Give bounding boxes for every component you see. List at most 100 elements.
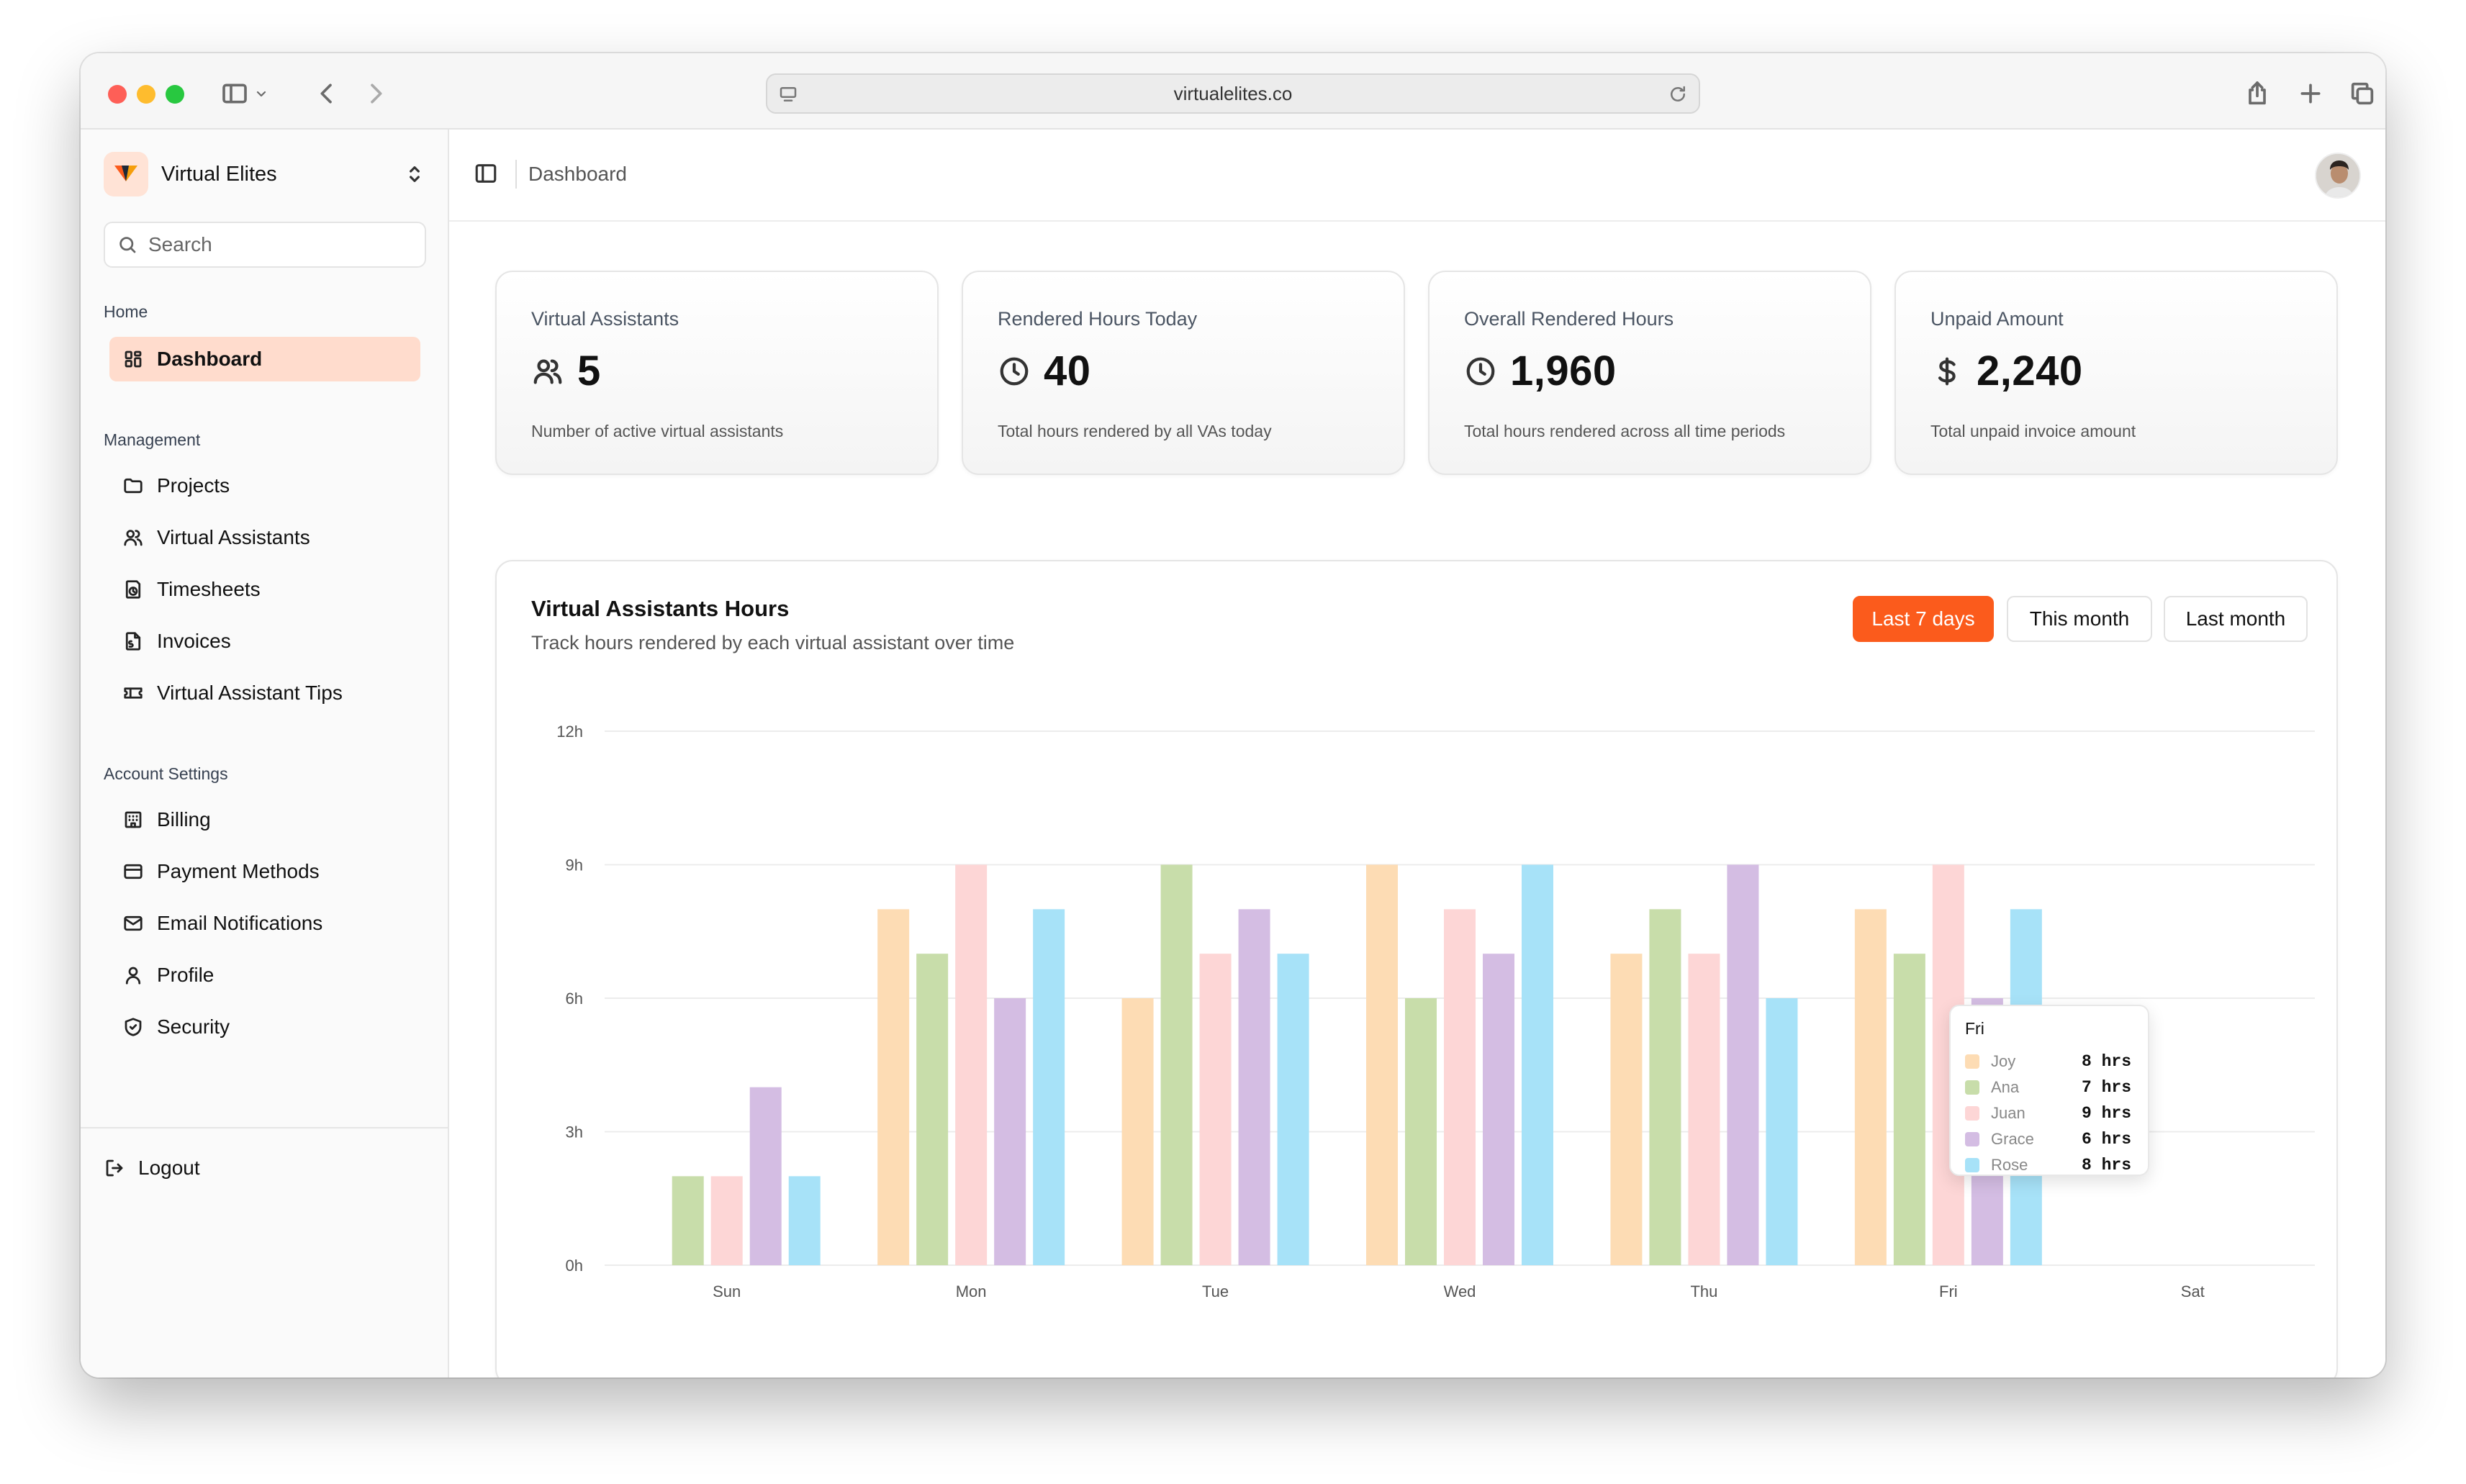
tooltip-series-name: Juan xyxy=(1991,1104,2025,1122)
tab-overview-icon[interactable] xyxy=(2345,76,2380,111)
timesheet-icon xyxy=(125,580,141,599)
chart-title: Virtual Assistants Hours xyxy=(531,596,790,621)
bar-juan-wed[interactable] xyxy=(1444,909,1476,1265)
minimize-window-button[interactable] xyxy=(137,85,155,104)
sidebar-item-profile[interactable]: Profile xyxy=(109,953,420,997)
bar-ana-wed[interactable] xyxy=(1405,998,1437,1265)
bar-juan-thu[interactable] xyxy=(1688,954,1720,1265)
bar-joy-tue[interactable] xyxy=(1121,998,1154,1265)
x-tick-label: Fri xyxy=(1939,1282,1958,1300)
stat-title: Rendered Hours Today xyxy=(998,308,1198,330)
hours-chart-card: 0h 3h 6h 9h 12h Sun Mon Tue Wed Thu Fri Sat Virtual… xyxy=(495,560,2338,1377)
legend-swatch xyxy=(1965,1158,1979,1172)
sidebar-item-label: Timesheets xyxy=(157,578,261,600)
tooltip-series-value: 6 hrs xyxy=(2082,1130,2132,1149)
sidebar-item-projects[interactable]: Projects xyxy=(109,463,420,508)
zoom-window-button[interactable] xyxy=(166,85,184,104)
bar-rose-wed[interactable] xyxy=(1522,864,1553,1266)
bar-joy-wed[interactable] xyxy=(1366,864,1398,1266)
bar-ana-thu[interactable] xyxy=(1649,909,1681,1265)
bar-grace-sun[interactable] xyxy=(749,1087,782,1265)
tooltip-row: Ana 7 hrs xyxy=(1965,1074,2133,1100)
sidebar-item-timesheets[interactable]: Timesheets xyxy=(109,567,420,612)
range-button-this-month[interactable]: This month xyxy=(2007,596,2152,642)
tooltip-series-value: 8 hrs xyxy=(2082,1052,2132,1071)
bar-ana-tue[interactable] xyxy=(1160,864,1193,1266)
sidebar-item-label: Payment Methods xyxy=(157,860,320,882)
close-window-button[interactable] xyxy=(108,85,127,104)
bar-joy-fri[interactable] xyxy=(1854,909,1887,1265)
range-button-last-month[interactable]: Last month xyxy=(2164,596,2308,642)
bar-grace-tue[interactable] xyxy=(1238,909,1270,1265)
back-arrow-icon[interactable] xyxy=(310,76,344,111)
sidebar-search[interactable] xyxy=(104,222,426,268)
stat-card-virtual-assistants: Virtual Assistants 5 Number of active vi… xyxy=(495,271,939,475)
tooltip-title: Fri xyxy=(1965,1019,1984,1038)
divider xyxy=(515,160,517,189)
bar-rose-tue[interactable] xyxy=(1277,954,1309,1265)
bar-grace-wed[interactable] xyxy=(1483,954,1514,1265)
mail-icon xyxy=(124,915,143,931)
credit-card-icon xyxy=(124,864,143,879)
address-bar[interactable]: virtualelites.co xyxy=(766,73,1700,114)
bar-joy-thu[interactable] xyxy=(1610,954,1643,1265)
bar-rose-sun[interactable] xyxy=(788,1176,821,1265)
sidebar-item-virtual-assistants[interactable]: Virtual Assistants xyxy=(109,515,420,560)
share-icon[interactable] xyxy=(2240,76,2275,111)
users-icon xyxy=(533,359,562,384)
new-tab-icon[interactable] xyxy=(2293,76,2328,111)
tooltip-series-value: 9 hrs xyxy=(2082,1104,2132,1123)
chevron-down-icon[interactable] xyxy=(250,76,272,111)
users-icon xyxy=(124,530,143,546)
clock-icon xyxy=(1466,357,1495,385)
sidebar-item-tips[interactable]: Virtual Assistant Tips xyxy=(109,671,420,715)
forward-arrow-icon[interactable] xyxy=(358,76,393,111)
legend-swatch xyxy=(1965,1080,1979,1095)
panel-toggle-icon[interactable] xyxy=(474,161,500,187)
sidebar-toggle-icon[interactable] xyxy=(217,76,252,111)
sidebar-item-dashboard[interactable]: Dashboard xyxy=(109,337,420,381)
search-input[interactable] xyxy=(148,233,407,256)
avatar[interactable] xyxy=(2315,153,2361,199)
stat-value: 1,960 xyxy=(1510,348,1617,394)
chevrons-up-down-icon[interactable] xyxy=(403,163,426,186)
sidebar-item-billing[interactable]: Billing xyxy=(109,797,420,842)
stat-value: 40 xyxy=(1044,348,1091,394)
sidebar: Virtual Elites Home Dashboard Management… xyxy=(81,130,449,1377)
brand-logo-icon xyxy=(104,152,148,196)
bar-rose-mon[interactable] xyxy=(1033,909,1065,1265)
workspace-switcher[interactable]: Virtual Elites xyxy=(104,151,426,197)
logout-button[interactable]: Logout xyxy=(104,1150,200,1186)
brand-name: Virtual Elites xyxy=(161,162,277,186)
stat-value: 5 xyxy=(577,348,601,394)
bar-grace-thu[interactable] xyxy=(1727,864,1759,1266)
legend-swatch xyxy=(1965,1054,1979,1069)
sidebar-item-security[interactable]: Security xyxy=(109,1005,420,1049)
bar-ana-fri[interactable] xyxy=(1893,954,1925,1265)
stat-description: Total unpaid invoice amount xyxy=(1930,422,2136,440)
bar-juan-tue[interactable] xyxy=(1199,954,1232,1265)
tooltip-row: Joy 8 hrs xyxy=(1965,1049,2133,1074)
dollar-icon xyxy=(1938,357,1956,385)
bar-joy-mon[interactable] xyxy=(877,909,910,1265)
bar-grace-mon[interactable] xyxy=(994,998,1026,1265)
browser-toolbar: virtualelites.co xyxy=(81,53,2385,130)
bar-rose-thu[interactable] xyxy=(1766,998,1798,1265)
bar-ana-sun[interactable] xyxy=(672,1176,704,1265)
section-label-account: Account Settings xyxy=(104,764,228,783)
site-settings-icon[interactable] xyxy=(777,83,799,105)
tooltip-row: Grace 6 hrs xyxy=(1965,1126,2133,1152)
sidebar-item-email-notifications[interactable]: Email Notifications xyxy=(109,901,420,946)
stat-description: Total hours rendered across all time per… xyxy=(1464,422,1786,440)
bar-ana-mon[interactable] xyxy=(916,954,949,1265)
range-button-last-7-days[interactable]: Last 7 days xyxy=(1853,596,1994,642)
sidebar-item-invoices[interactable]: Invoices xyxy=(109,619,420,664)
bar-juan-mon[interactable] xyxy=(955,864,988,1266)
reload-icon[interactable] xyxy=(1667,83,1689,105)
sidebar-divider xyxy=(81,1127,448,1128)
sidebar-item-payment-methods[interactable]: Payment Methods xyxy=(109,849,420,894)
url-text: virtualelites.co xyxy=(1173,82,1293,104)
x-tick-label: Thu xyxy=(1690,1282,1717,1300)
bar-juan-sun[interactable] xyxy=(710,1176,743,1265)
breadcrumb: Dashboard xyxy=(528,163,627,185)
